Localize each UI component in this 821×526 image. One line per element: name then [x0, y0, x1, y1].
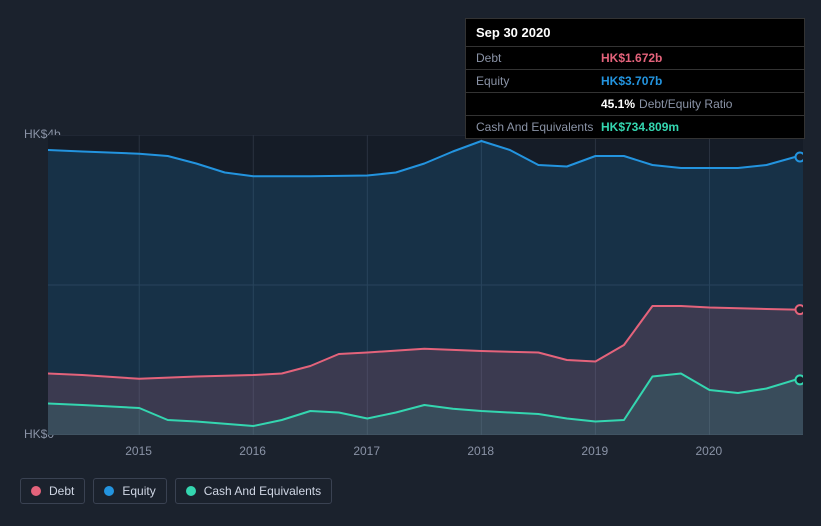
chart-container: Sep 30 2020 Debt HK$1.672b Equity HK$3.7… — [0, 0, 821, 526]
tooltip-label: Cash And Equivalents — [476, 120, 601, 134]
tooltip-row-cash: Cash And Equivalents HK$734.809m — [466, 116, 804, 138]
legend-label: Cash And Equivalents — [204, 484, 321, 498]
tooltip-value: HK$1.672b — [601, 51, 662, 65]
legend-swatch — [104, 486, 114, 496]
tooltip-label: Debt — [476, 51, 601, 65]
chart-plot[interactable] — [48, 135, 803, 435]
tooltip-value: HK$3.707b — [601, 74, 662, 88]
tooltip-row-equity: Equity HK$3.707b — [466, 70, 804, 93]
legend-label: Debt — [49, 484, 74, 498]
legend-item-equity[interactable]: Equity — [93, 478, 166, 504]
tooltip-label — [476, 97, 601, 111]
legend-item-cash-and-equivalents[interactable]: Cash And Equivalents — [175, 478, 332, 504]
x-tick-label: 2016 — [239, 444, 266, 458]
tooltip-row-debt: Debt HK$1.672b — [466, 47, 804, 70]
ratio-percent: 45.1% — [601, 97, 635, 111]
x-tick-label: 2017 — [353, 444, 380, 458]
x-tick-label: 2015 — [125, 444, 152, 458]
tooltip-date: Sep 30 2020 — [466, 19, 804, 47]
legend-item-debt[interactable]: Debt — [20, 478, 85, 504]
x-tick-label: 2020 — [695, 444, 722, 458]
tooltip-label: Equity — [476, 74, 601, 88]
x-tick-label: 2018 — [467, 444, 494, 458]
legend-swatch — [186, 486, 196, 496]
chart-legend: Debt Equity Cash And Equivalents — [20, 478, 332, 504]
tooltip-value: HK$734.809m — [601, 120, 679, 134]
tooltip-row-ratio: 45.1% Debt/Equity Ratio — [466, 93, 804, 116]
chart-tooltip: Sep 30 2020 Debt HK$1.672b Equity HK$3.7… — [465, 18, 805, 139]
legend-swatch — [31, 486, 41, 496]
x-tick-label: 2019 — [581, 444, 608, 458]
ratio-text: Debt/Equity Ratio — [639, 97, 732, 111]
legend-label: Equity — [122, 484, 155, 498]
